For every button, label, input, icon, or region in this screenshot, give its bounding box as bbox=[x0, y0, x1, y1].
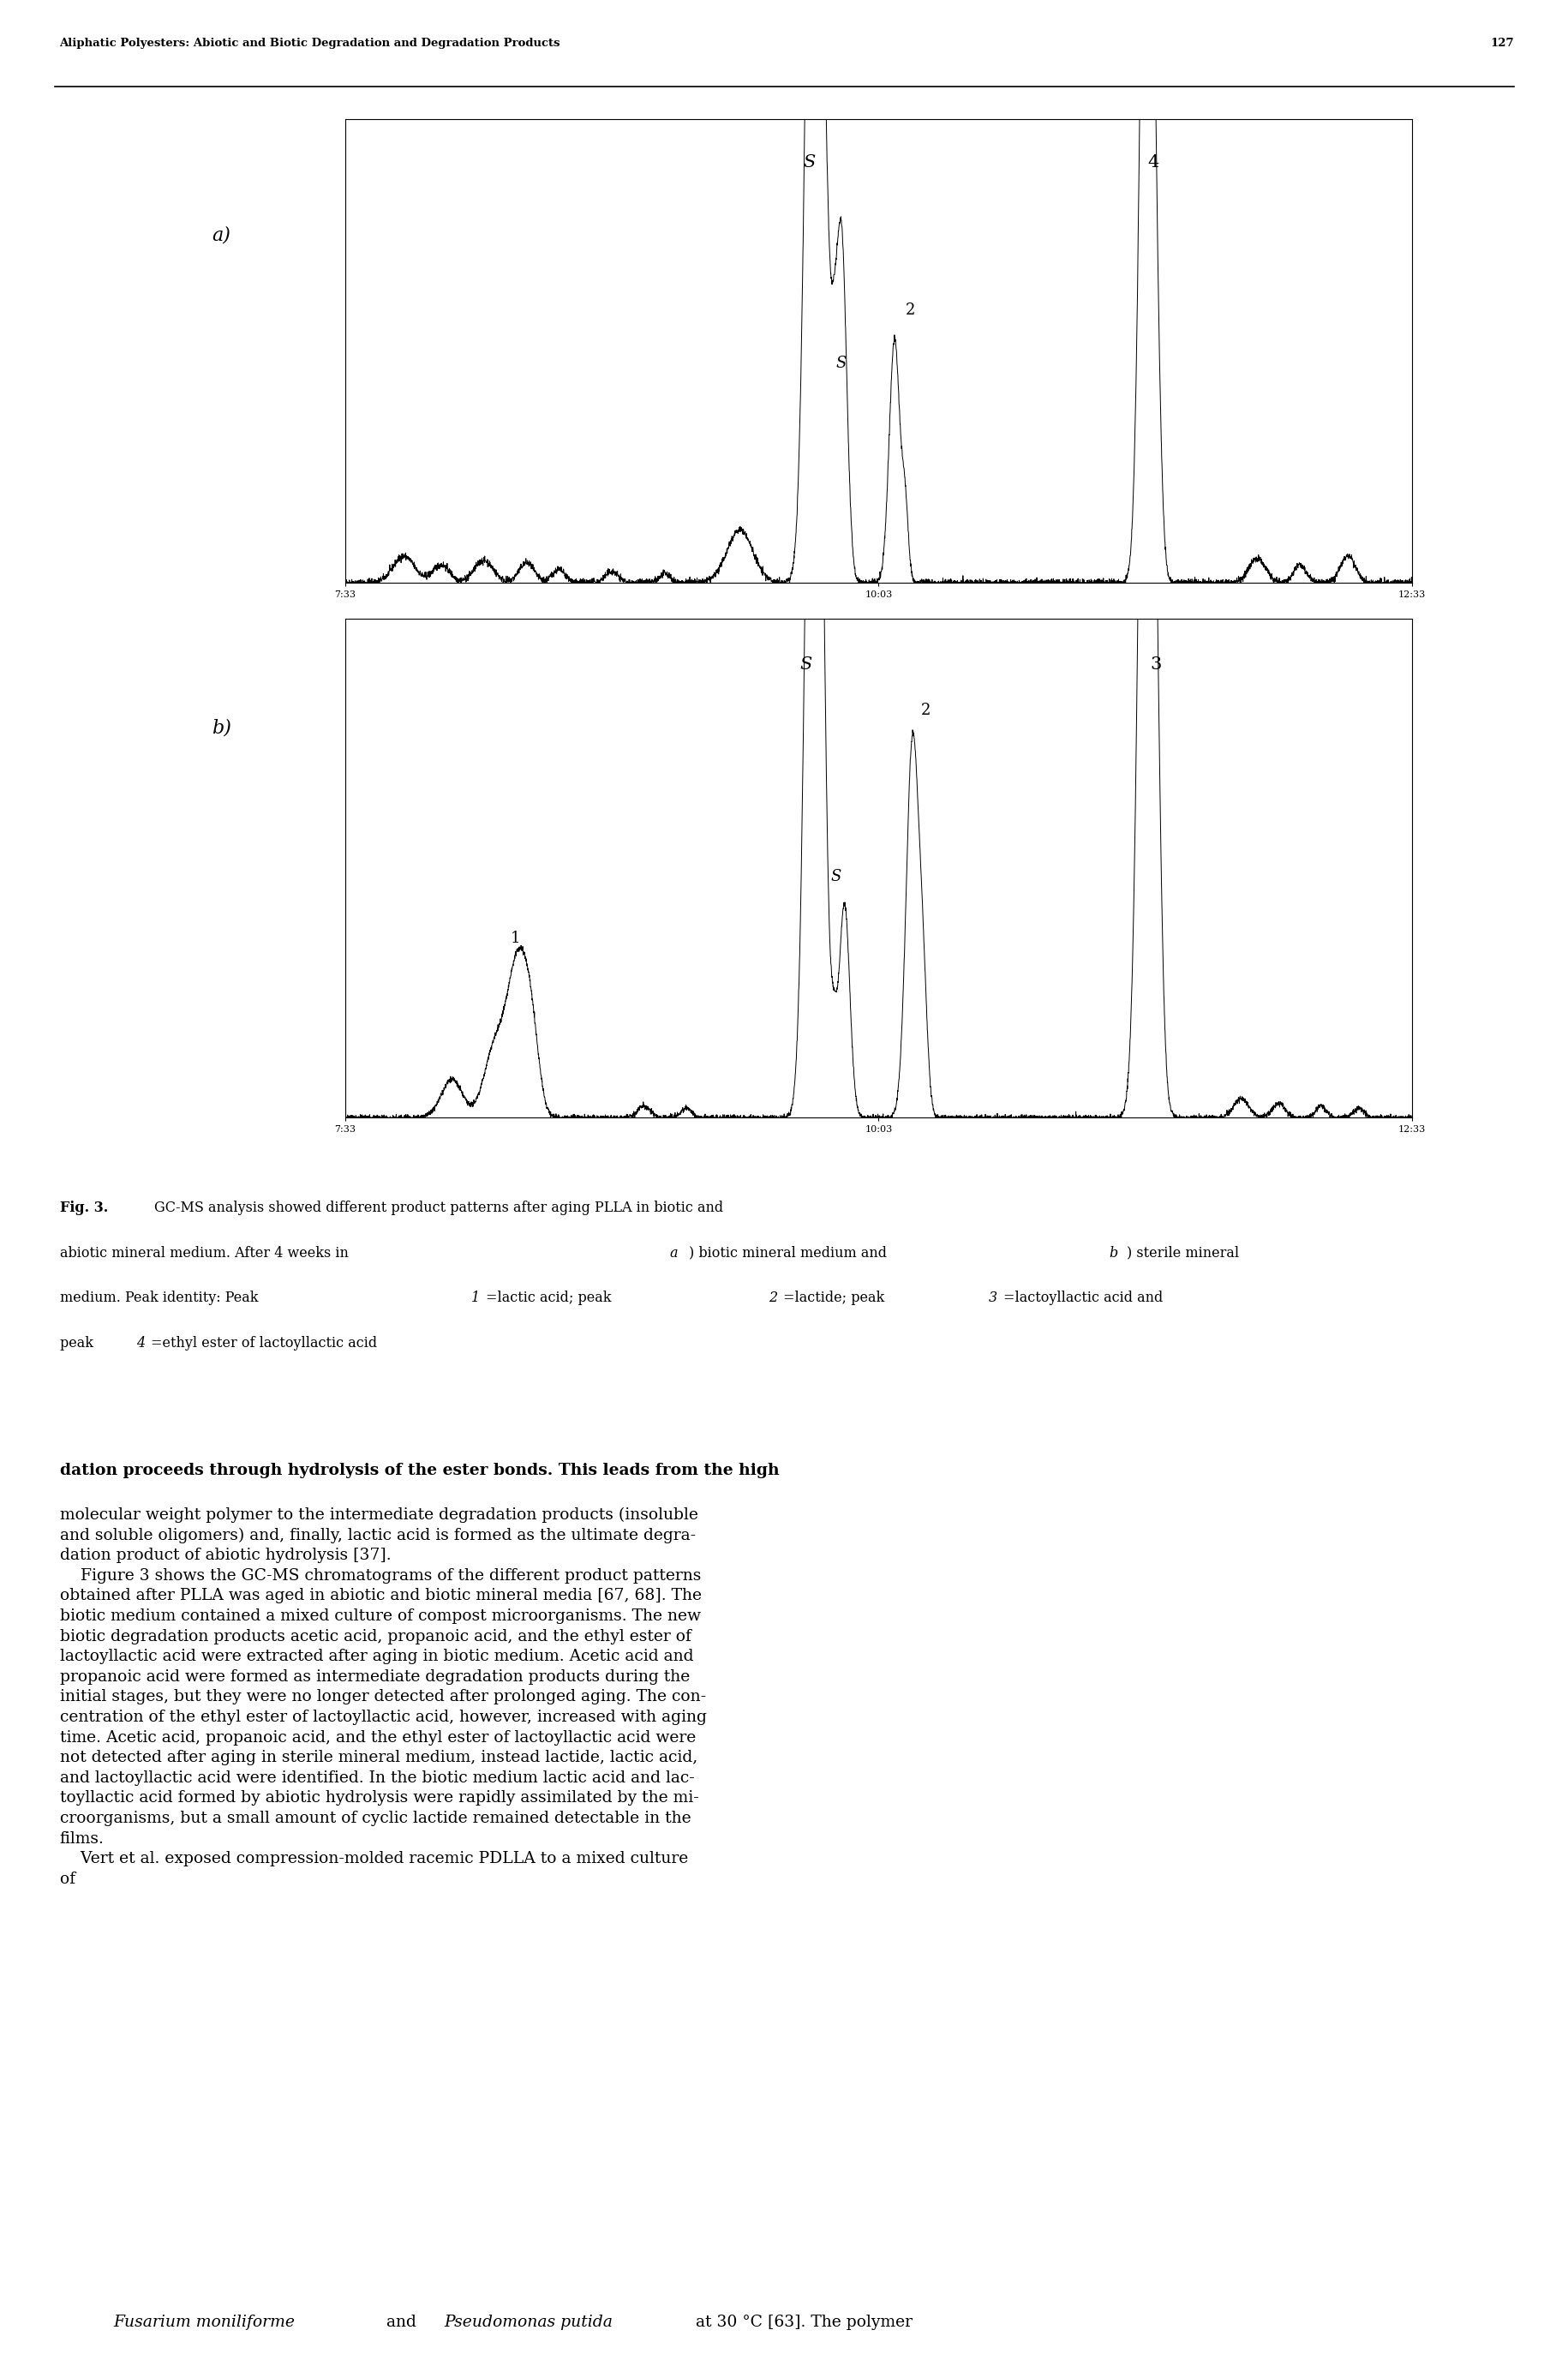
Text: 2: 2 bbox=[768, 1291, 776, 1306]
Text: 1: 1 bbox=[470, 1291, 480, 1306]
Text: =lactoyllactic acid and: =lactoyllactic acid and bbox=[1004, 1291, 1162, 1306]
Text: S: S bbox=[800, 656, 812, 673]
Text: =lactide; peak: =lactide; peak bbox=[782, 1291, 887, 1306]
Text: ) biotic mineral medium and: ) biotic mineral medium and bbox=[688, 1246, 891, 1260]
Text: and: and bbox=[381, 2316, 422, 2330]
Text: b): b) bbox=[212, 718, 230, 737]
Text: S: S bbox=[829, 870, 840, 885]
Text: 4: 4 bbox=[136, 1336, 146, 1351]
Text: Aliphatic Polyesters: Abiotic and Biotic Degradation and Degradation Products: Aliphatic Polyesters: Abiotic and Biotic… bbox=[60, 38, 560, 50]
Text: Pseudomonas putida: Pseudomonas putida bbox=[444, 2316, 612, 2330]
Text: =lactic acid; peak: =lactic acid; peak bbox=[486, 1291, 615, 1306]
Text: medium. Peak identity: Peak: medium. Peak identity: Peak bbox=[60, 1291, 262, 1306]
Text: 127: 127 bbox=[1490, 38, 1513, 50]
Text: a: a bbox=[670, 1246, 677, 1260]
Text: =ethyl ester of lactoyllactic acid: =ethyl ester of lactoyllactic acid bbox=[151, 1336, 376, 1351]
Text: GC-MS analysis showed different product patterns after aging PLLA in biotic and: GC-MS analysis showed different product … bbox=[154, 1201, 723, 1215]
Text: 1: 1 bbox=[510, 932, 521, 946]
Text: peak: peak bbox=[60, 1336, 97, 1351]
Text: molecular weight polymer to the intermediate degradation products (insoluble
and: molecular weight polymer to the intermed… bbox=[60, 1508, 706, 1886]
Text: Fig. 3.: Fig. 3. bbox=[60, 1201, 108, 1215]
Text: dation proceeds through hydrolysis of the ester bonds. This leads from the high: dation proceeds through hydrolysis of th… bbox=[60, 1462, 779, 1477]
Text: S: S bbox=[803, 155, 815, 171]
Text: a): a) bbox=[212, 226, 230, 245]
Text: 2: 2 bbox=[905, 302, 916, 319]
Text: 3: 3 bbox=[1149, 656, 1162, 673]
Text: S: S bbox=[836, 354, 847, 371]
Text: ) sterile mineral: ) sterile mineral bbox=[1126, 1246, 1239, 1260]
Text: b: b bbox=[1109, 1246, 1118, 1260]
Text: Fusarium moniliforme: Fusarium moniliforme bbox=[113, 2316, 295, 2330]
Text: 3: 3 bbox=[988, 1291, 997, 1306]
Text: 4: 4 bbox=[1146, 155, 1159, 171]
Text: at 30 °C [63]. The polymer: at 30 °C [63]. The polymer bbox=[690, 2316, 911, 2330]
Text: 2: 2 bbox=[920, 704, 930, 718]
Text: abiotic mineral medium. After 4 weeks in: abiotic mineral medium. After 4 weeks in bbox=[60, 1246, 353, 1260]
